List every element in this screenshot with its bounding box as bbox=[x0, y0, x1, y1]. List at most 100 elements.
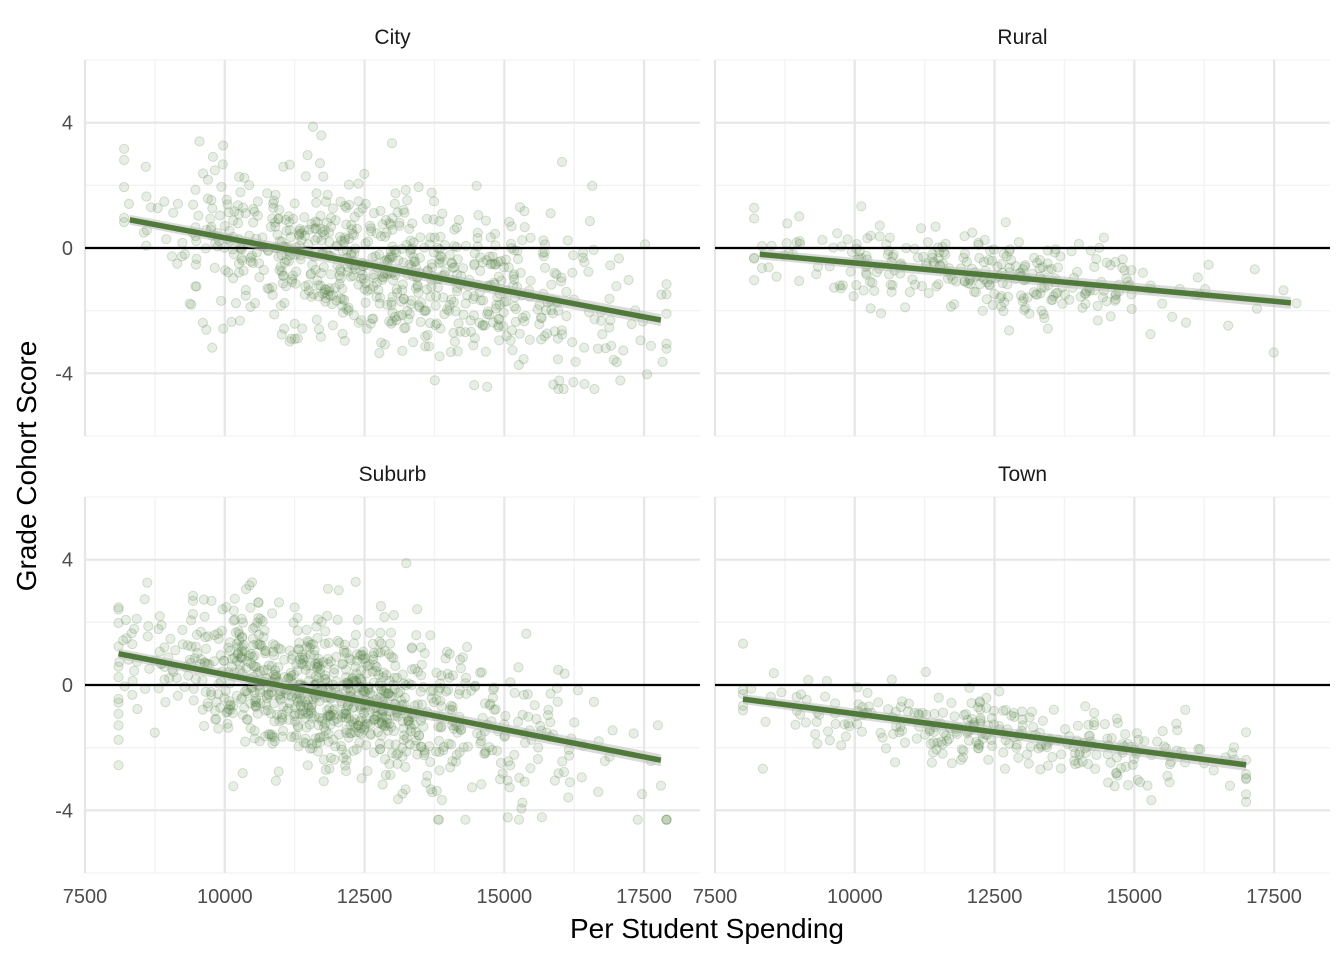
data-point bbox=[421, 777, 432, 788]
data-point bbox=[737, 705, 749, 716]
data-point bbox=[1227, 748, 1238, 759]
data-point bbox=[209, 630, 220, 641]
data-point bbox=[975, 713, 986, 724]
data-point bbox=[1038, 309, 1049, 320]
data-point bbox=[487, 745, 498, 756]
data-point bbox=[401, 732, 412, 744]
data-point bbox=[312, 663, 323, 674]
data-point bbox=[512, 253, 524, 265]
data-point bbox=[447, 701, 458, 712]
data-point bbox=[239, 646, 250, 657]
data-point bbox=[1013, 237, 1025, 248]
points-suburb bbox=[113, 558, 672, 825]
data-point bbox=[320, 296, 331, 307]
facet-label: City bbox=[374, 26, 411, 49]
data-point bbox=[513, 359, 524, 371]
data-point bbox=[339, 294, 350, 306]
data-point bbox=[781, 238, 792, 249]
data-point bbox=[1020, 260, 1031, 271]
data-point bbox=[379, 754, 391, 765]
data-point bbox=[427, 787, 438, 798]
data-point bbox=[284, 697, 295, 709]
data-point bbox=[1126, 265, 1137, 276]
data-point bbox=[144, 663, 155, 675]
data-point bbox=[1120, 729, 1131, 740]
data-point bbox=[337, 294, 348, 305]
data-point bbox=[542, 710, 554, 721]
data-point bbox=[262, 705, 273, 716]
data-point bbox=[397, 285, 408, 296]
data-point bbox=[412, 279, 423, 291]
data-point bbox=[885, 279, 896, 290]
data-point bbox=[367, 638, 378, 650]
data-point bbox=[613, 253, 625, 264]
data-point bbox=[294, 637, 305, 649]
data-point bbox=[970, 287, 982, 298]
data-point bbox=[514, 202, 526, 213]
data-point bbox=[475, 738, 486, 749]
data-point bbox=[1056, 749, 1067, 760]
data-point bbox=[276, 266, 287, 277]
data-point bbox=[355, 716, 366, 727]
data-point bbox=[946, 697, 957, 708]
data-point bbox=[978, 256, 990, 267]
data-point bbox=[475, 730, 487, 741]
data-point bbox=[413, 287, 424, 298]
data-point bbox=[315, 737, 326, 748]
data-point bbox=[425, 318, 436, 329]
data-point bbox=[983, 754, 994, 765]
data-point bbox=[228, 249, 240, 260]
data-point bbox=[420, 306, 431, 317]
data-point bbox=[557, 329, 568, 340]
data-point bbox=[458, 742, 469, 753]
data-point bbox=[359, 721, 370, 733]
data-point bbox=[320, 764, 331, 776]
data-point bbox=[593, 786, 604, 798]
data-point bbox=[791, 691, 802, 703]
data-point bbox=[538, 251, 549, 262]
data-point bbox=[206, 595, 217, 607]
data-point bbox=[337, 283, 348, 295]
data-point bbox=[281, 225, 292, 236]
data-point bbox=[316, 130, 327, 141]
data-point bbox=[373, 647, 384, 658]
data-point bbox=[285, 232, 296, 243]
data-point bbox=[517, 235, 528, 246]
data-point bbox=[497, 768, 508, 779]
data-point bbox=[259, 625, 270, 636]
data-point bbox=[249, 650, 260, 661]
data-point bbox=[482, 381, 493, 392]
data-point bbox=[189, 653, 200, 664]
data-point bbox=[315, 331, 326, 342]
data-point bbox=[245, 252, 256, 263]
data-point bbox=[195, 626, 206, 637]
data-point bbox=[153, 624, 164, 635]
data-point bbox=[457, 652, 468, 663]
data-point bbox=[217, 159, 228, 170]
data-point bbox=[172, 690, 183, 701]
data-point bbox=[357, 269, 368, 281]
data-point bbox=[351, 744, 362, 755]
data-point bbox=[123, 198, 134, 209]
data-point bbox=[568, 250, 579, 261]
data-point bbox=[450, 756, 461, 767]
data-point bbox=[127, 689, 138, 701]
data-point bbox=[1001, 251, 1012, 262]
data-point bbox=[489, 704, 500, 715]
data-point bbox=[362, 661, 373, 672]
data-point bbox=[252, 639, 263, 650]
data-point bbox=[340, 200, 351, 212]
data-point bbox=[312, 746, 324, 757]
data-point bbox=[261, 690, 272, 701]
x-tick-label: 15000 bbox=[1107, 886, 1163, 908]
data-point bbox=[491, 299, 502, 310]
data-point bbox=[558, 383, 569, 395]
data-point bbox=[275, 261, 286, 272]
data-point bbox=[937, 707, 949, 718]
data-point bbox=[318, 731, 329, 742]
data-point bbox=[434, 351, 445, 362]
data-point bbox=[587, 180, 598, 191]
data-point bbox=[365, 284, 376, 295]
data-point bbox=[1157, 726, 1168, 737]
data-point bbox=[324, 763, 335, 774]
